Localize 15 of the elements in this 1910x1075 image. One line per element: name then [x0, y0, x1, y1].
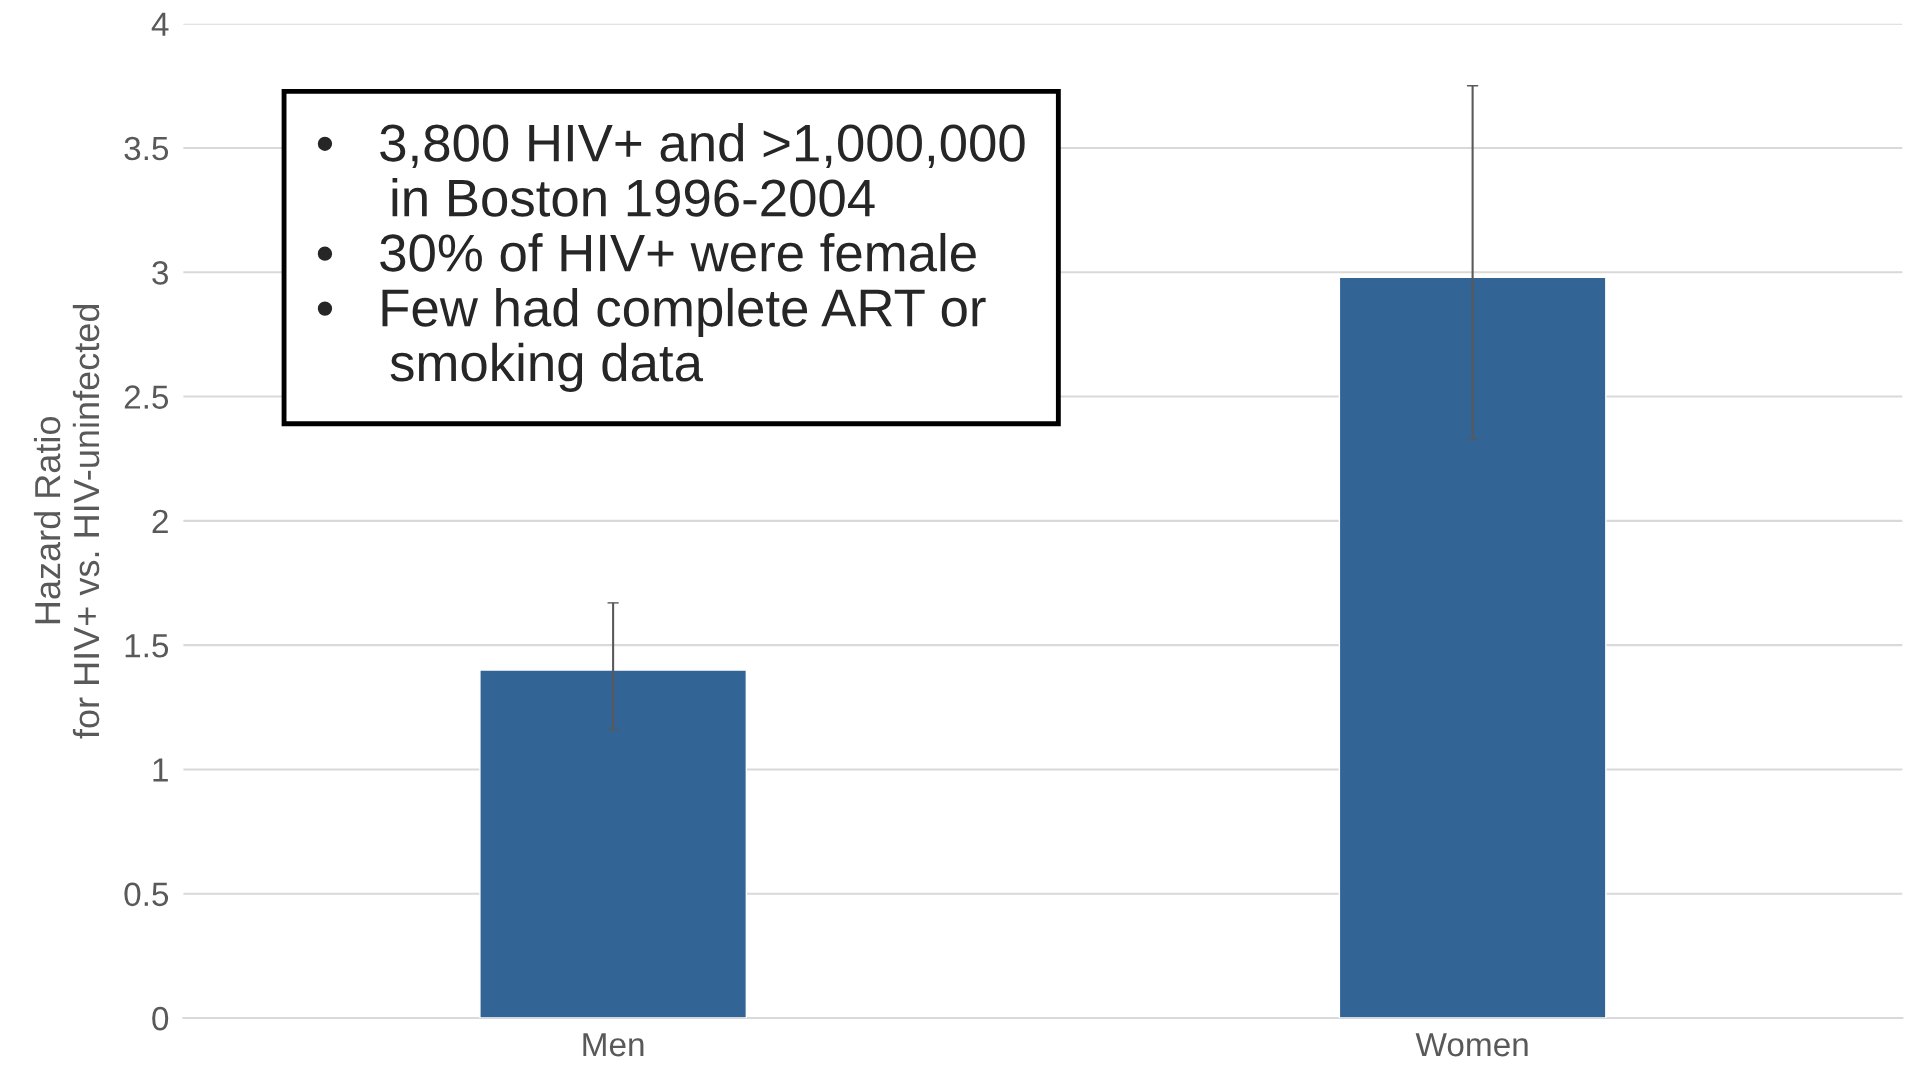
y-tick-label: 3.5 [124, 136, 169, 161]
x-tick-label: Men [583, 1033, 644, 1057]
y-tick-label: 0 [152, 1006, 169, 1031]
y-axis-title: Hazard Ratio for HIV+ vs. HIV-uninfected [33, 304, 100, 739]
x-tick-label: Women [1415, 1033, 1528, 1057]
annotation: • 30% of HIV+ were female [317, 232, 976, 272]
annotation: • 3,800 HIV+ and >1,000,000 in Boston 1996-2004 [317, 123, 1025, 217]
y-tick-label: 1.5 [125, 634, 169, 658]
y-tick-label: 4 [151, 12, 169, 36]
y-tick-label: 1 [153, 758, 168, 782]
y-tick-label: 3 [152, 261, 169, 285]
y-tick-label: 2.5 [124, 385, 169, 409]
annotation: • Few had complete ART or smoking data [317, 287, 986, 393]
y-tick-label: 2 [152, 509, 168, 533]
y-tick-label: 0.5 [124, 882, 169, 907]
